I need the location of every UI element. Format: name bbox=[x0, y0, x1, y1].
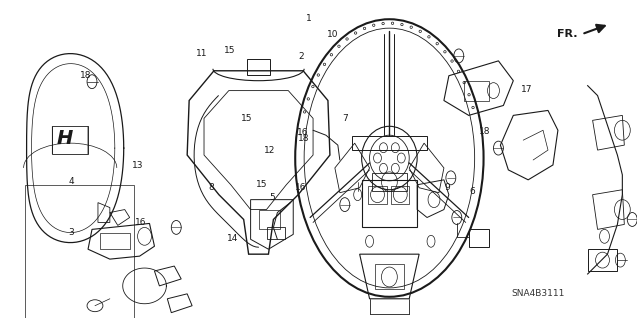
Text: 13: 13 bbox=[132, 161, 143, 170]
Bar bbox=[374, 264, 404, 289]
Bar bbox=[588, 249, 618, 271]
Bar bbox=[268, 227, 285, 239]
Text: 10: 10 bbox=[327, 30, 339, 39]
Text: 15: 15 bbox=[241, 114, 253, 123]
Text: 12: 12 bbox=[264, 145, 275, 154]
Text: 14: 14 bbox=[227, 234, 239, 243]
Bar bbox=[367, 186, 387, 204]
Text: 16: 16 bbox=[135, 218, 147, 227]
Text: 15: 15 bbox=[256, 180, 268, 189]
Text: 18: 18 bbox=[479, 127, 491, 136]
Bar bbox=[24, 185, 134, 319]
Bar bbox=[259, 210, 280, 229]
Text: 15: 15 bbox=[224, 46, 236, 55]
Bar bbox=[464, 81, 488, 100]
Text: 6: 6 bbox=[469, 187, 475, 196]
Text: 18: 18 bbox=[298, 134, 310, 144]
Bar bbox=[392, 186, 409, 204]
Text: H: H bbox=[57, 129, 74, 148]
Bar bbox=[352, 136, 427, 150]
Text: 1: 1 bbox=[307, 14, 312, 23]
Text: 11: 11 bbox=[196, 49, 207, 58]
Bar bbox=[100, 234, 130, 249]
Bar bbox=[246, 59, 271, 75]
Text: 4: 4 bbox=[68, 177, 74, 186]
Text: 3: 3 bbox=[68, 228, 74, 237]
Bar bbox=[52, 126, 88, 154]
Text: 8: 8 bbox=[208, 183, 214, 192]
Text: 2: 2 bbox=[298, 52, 304, 61]
Text: SNA4B3111: SNA4B3111 bbox=[511, 289, 564, 298]
Text: 7: 7 bbox=[342, 114, 348, 123]
Text: 9: 9 bbox=[444, 183, 450, 192]
Text: 5: 5 bbox=[269, 193, 275, 202]
Bar bbox=[362, 180, 417, 227]
Text: 17: 17 bbox=[521, 85, 532, 94]
Text: 16: 16 bbox=[295, 183, 307, 192]
Text: 18: 18 bbox=[79, 71, 91, 80]
Text: FR.: FR. bbox=[557, 29, 578, 39]
Text: 16: 16 bbox=[296, 128, 308, 137]
Bar bbox=[372, 173, 407, 191]
